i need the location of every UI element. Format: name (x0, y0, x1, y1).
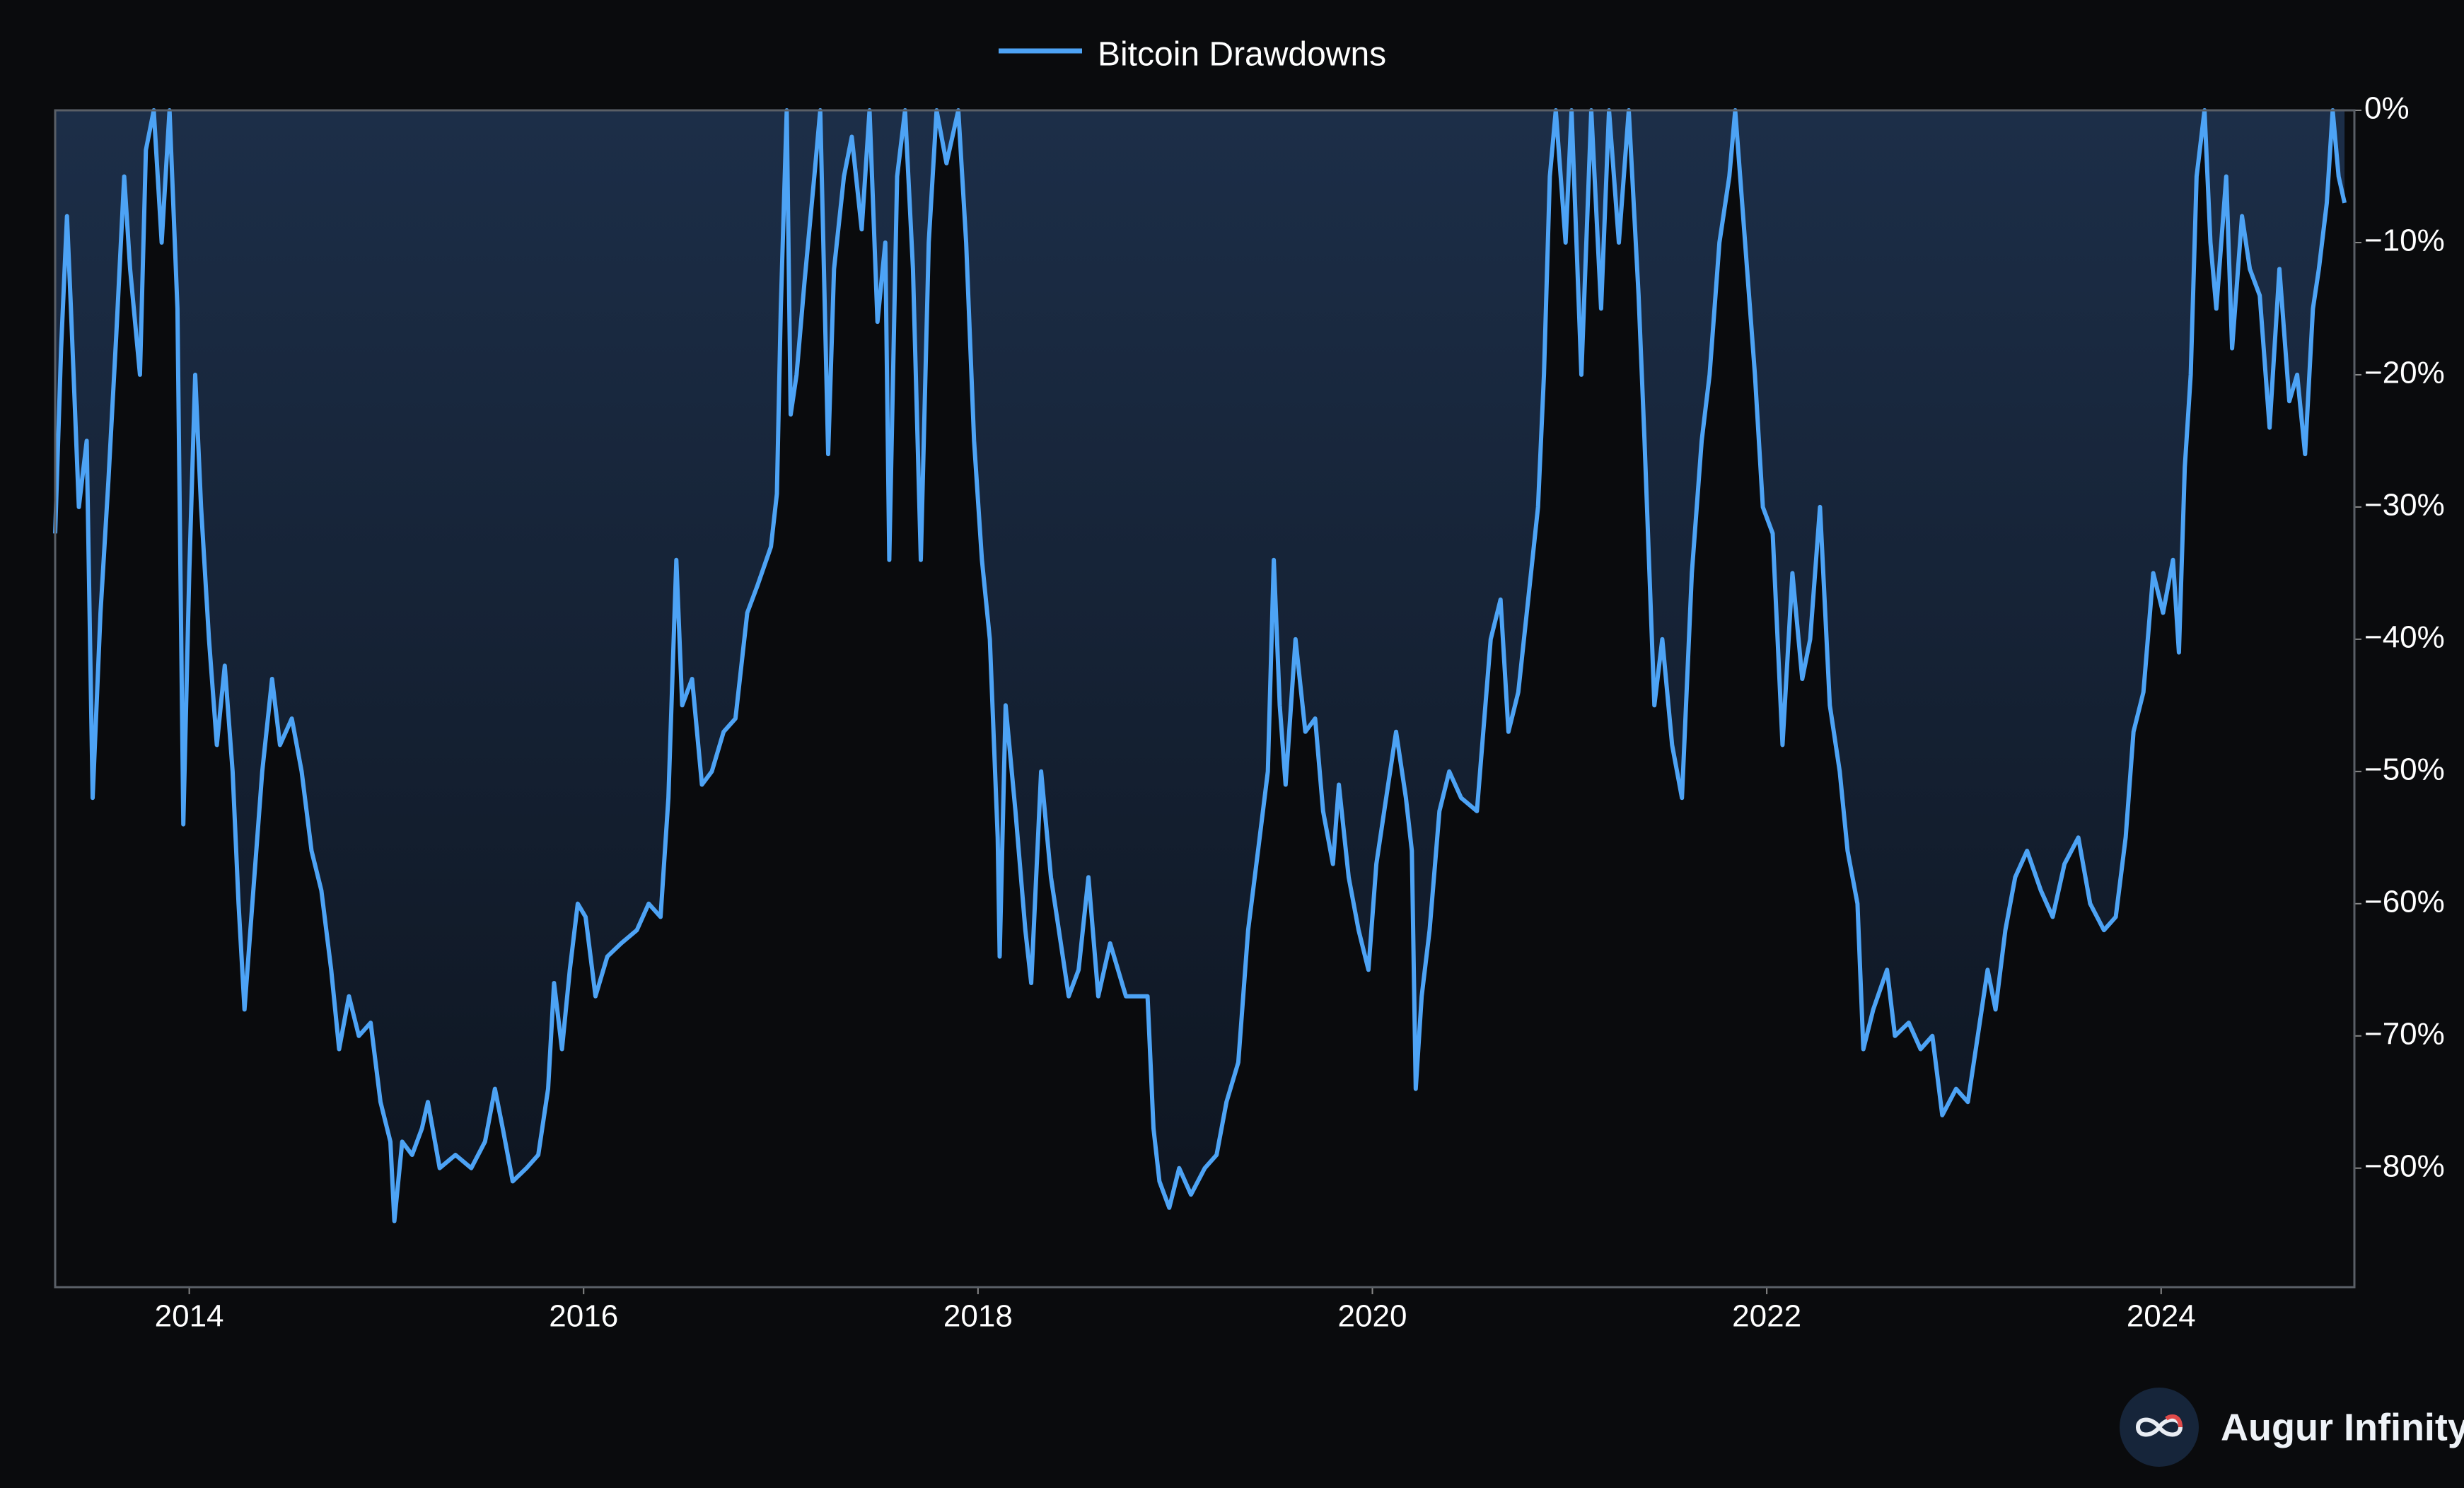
y-tick-label: −10% (2364, 223, 2445, 258)
brand: Augur Infinity (2120, 1388, 2464, 1467)
x-tick-label: 2020 (1338, 1299, 1407, 1334)
y-tick-label: −60% (2364, 884, 2445, 919)
area (55, 110, 2345, 1221)
y-tick-label: 0% (2364, 91, 2410, 126)
legend-label: Bitcoin Drawdowns (1098, 36, 1386, 74)
y-tick-label: −20% (2364, 356, 2445, 390)
x-tick-label: 2016 (549, 1299, 618, 1334)
y-tick-label: −80% (2364, 1149, 2445, 1183)
x-tick-label: 2018 (943, 1299, 1013, 1334)
y-tick-label: −40% (2364, 620, 2445, 654)
brand-logo-accent (2165, 1414, 2183, 1428)
brand-name: Augur Infinity (2221, 1406, 2464, 1448)
line (53, 108, 2347, 1223)
plot-frame (54, 109, 2356, 1289)
x-tick-label: 2014 (155, 1299, 224, 1334)
y-tick-label: −30% (2364, 488, 2445, 523)
y-tick-label: −50% (2364, 752, 2445, 786)
x-tick-label: 2022 (1732, 1299, 1801, 1334)
brand-logo-mark (2135, 1417, 2183, 1437)
y-tick-label: −70% (2364, 1016, 2445, 1051)
legend: Bitcoin Drawdowns (999, 36, 1386, 74)
x-tick-label: 2024 (2127, 1299, 2196, 1334)
